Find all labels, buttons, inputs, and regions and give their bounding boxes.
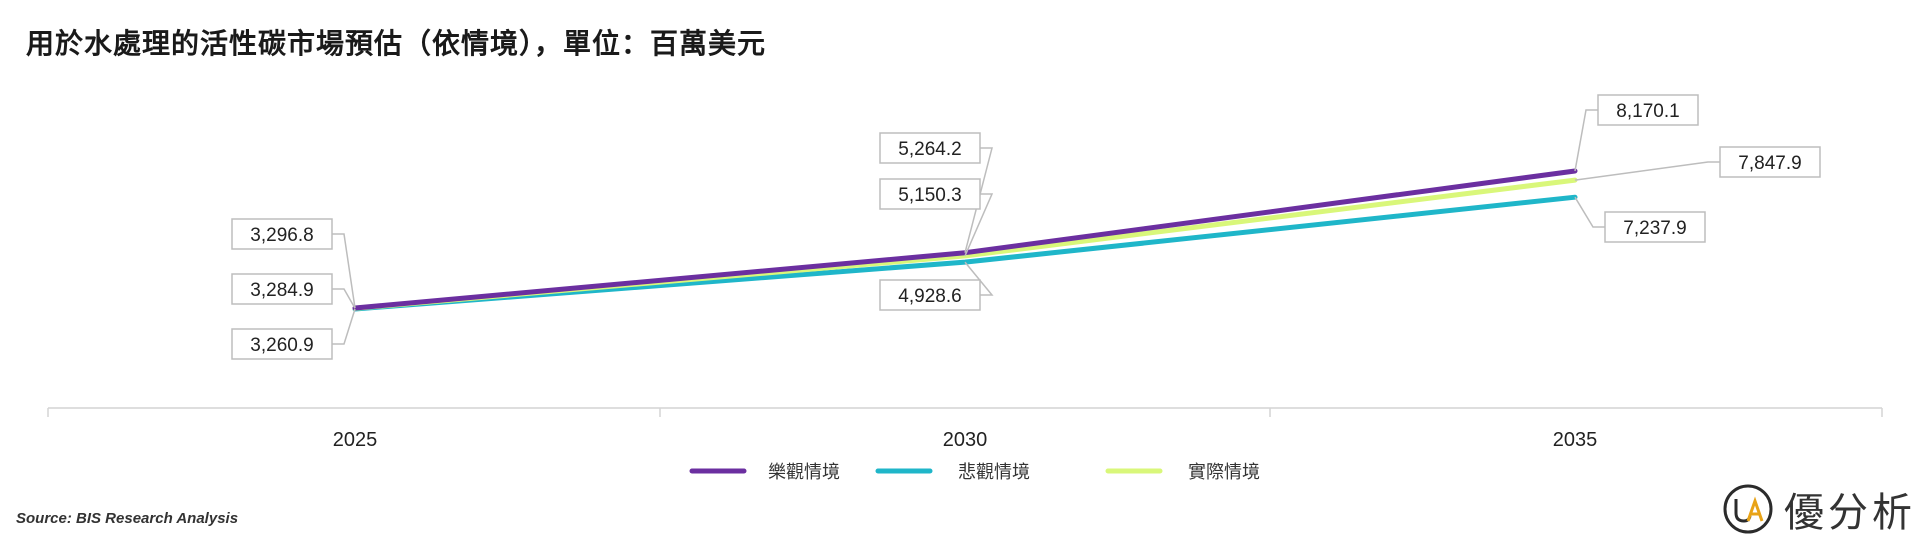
data-label-2-2: 7,847.9 [1738, 153, 1801, 174]
data-label-box-1-2 [1604, 211, 1706, 243]
leader-line-1-0 [332, 308, 356, 345]
brand-logo: UA 優分析 [1722, 480, 1916, 538]
data-label-2-1: 5,150.3 [898, 185, 961, 206]
data-label-1-2: 7,237.9 [1623, 218, 1686, 239]
data-label-1-1: 4,928.6 [898, 286, 961, 307]
data-label-2-0: 3,284.9 [250, 280, 313, 301]
data-label-0-2: 8,170.1 [1616, 101, 1679, 122]
logo-mark-text: UA [1748, 530, 1750, 533]
x-tick-label-2025: 2025 [333, 429, 378, 451]
leader-line-1-2 [1574, 196, 1605, 228]
x-tick-label-2030: 2030 [943, 429, 988, 451]
leader-line-2-0 [332, 288, 356, 309]
x-tick-label-2035: 2035 [1553, 429, 1598, 451]
ua-logo-icon: UA [1723, 484, 1773, 534]
data-label-box-2-0 [231, 273, 333, 305]
logo-text: 優分析 [1784, 490, 1916, 536]
legend-label-0: 樂觀情境 [768, 462, 840, 483]
data-label-box-0-0 [231, 218, 333, 250]
data-label-box-1-1 [879, 279, 981, 311]
data-label-0-0: 3,296.8 [250, 225, 313, 246]
leader-line-0-0 [332, 233, 356, 309]
data-label-box-0-2 [1597, 94, 1699, 126]
leader-line-2-2 [1574, 161, 1720, 181]
data-label-box-1-0 [231, 328, 333, 360]
data-label-box-2-2 [1719, 146, 1821, 178]
leader-line-2-1 [964, 193, 994, 257]
leader-line-0-2 [1574, 109, 1598, 172]
data-label-0-1: 5,264.2 [898, 139, 961, 160]
data-label-box-2-1 [879, 178, 981, 210]
chart-title: 用於水處理的活性碳市場預估（依情境），單位：百萬美元 [26, 27, 767, 60]
leader-line-1-1 [964, 261, 994, 296]
leader-line-0-1 [964, 147, 993, 253]
line-chart: 2025 2030 2035 3,296.8 5,264.2 8,170.1 3,260.9… [47, 94, 1883, 483]
data-label-box-0-1 [879, 132, 981, 164]
legend-label-1: 悲觀情境 [958, 462, 1030, 483]
legend-label-2: 實際情境 [1188, 462, 1260, 483]
source-note: Source: BIS Research Analysis [16, 510, 239, 527]
data-label-1-0: 3,260.9 [250, 335, 313, 356]
